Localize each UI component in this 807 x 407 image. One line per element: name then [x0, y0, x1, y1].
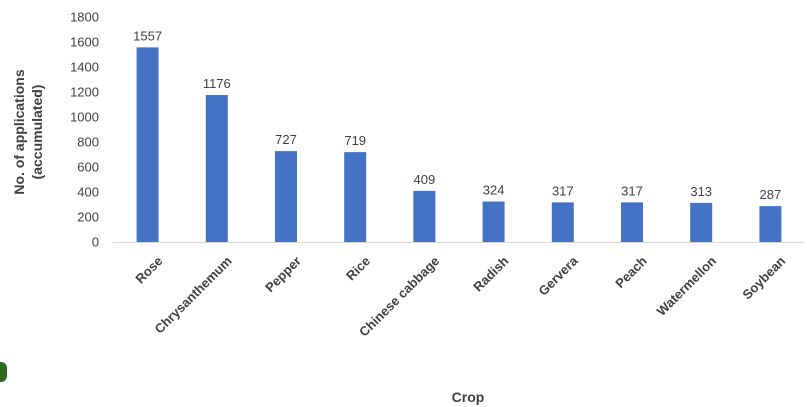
x-category-label: Rose [132, 253, 165, 286]
data-label: 317 [552, 183, 574, 198]
y-tick-label: 1400 [70, 60, 99, 75]
data-label: 719 [344, 133, 366, 148]
bar [621, 202, 643, 242]
x-category-label: Soybean [739, 253, 788, 302]
x-category-label: Pepper [262, 253, 304, 295]
bar [205, 95, 228, 242]
x-category-label: Gervera [535, 253, 581, 299]
data-label: 287 [760, 187, 782, 202]
bar [413, 190, 436, 242]
x-axis-title: Crop [452, 389, 485, 405]
x-category-label: Peach [612, 253, 650, 291]
data-label: 727 [275, 132, 297, 147]
x-category-label: Chrysanthemum [152, 253, 235, 336]
bar [551, 202, 574, 242]
data-labels: 1557 1176 727 719 409 324 317 317 313 287 [133, 28, 781, 202]
data-label: 1176 [203, 76, 231, 91]
bar [136, 47, 159, 242]
y-axis-title-line-2: (accumulated) [29, 85, 45, 180]
y-tick-label: 0 [92, 235, 99, 250]
y-axis-title-line-1: No. of applications [11, 69, 27, 194]
y-tick-label: 1600 [70, 35, 99, 50]
bar [482, 201, 505, 242]
data-label: 324 [483, 183, 505, 198]
decorative-leaf-fragment [0, 362, 7, 382]
y-tick-label: 200 [77, 210, 99, 225]
data-label: 317 [621, 183, 643, 198]
y-tick-label: 1200 [70, 85, 99, 100]
data-label: 313 [690, 184, 712, 199]
y-tick-label: 400 [77, 185, 99, 200]
y-axis-ticks: 0 200 400 600 800 1000 1200 1400 1600 1800 [70, 10, 99, 250]
data-label: 1557 [133, 28, 162, 43]
data-label: 409 [414, 172, 436, 187]
y-tick-label: 1000 [70, 110, 99, 125]
y-tick-label: 600 [77, 160, 99, 175]
x-category-label: Radish [470, 253, 511, 294]
bar [759, 206, 782, 242]
x-category-label: Watermellon [654, 253, 719, 318]
x-category-label: Rice [343, 253, 373, 283]
y-tick-label: 1800 [70, 10, 99, 25]
bar-series [136, 47, 782, 242]
bar [275, 151, 297, 242]
bar [690, 202, 713, 242]
y-tick-label: 800 [77, 135, 99, 150]
bar [344, 152, 367, 242]
